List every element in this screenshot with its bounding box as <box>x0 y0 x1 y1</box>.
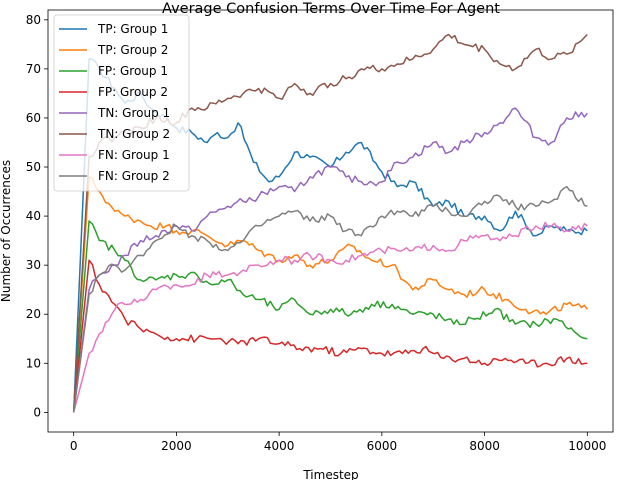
legend-label: TP: Group 2 <box>97 43 168 57</box>
series-line <box>72 259 588 413</box>
legend-label: TN: Group 2 <box>97 127 170 141</box>
legend-label: FN: Group 2 <box>98 169 170 183</box>
plot-frame <box>47 9 614 433</box>
x-tick-label: 0 <box>70 439 78 453</box>
legend-box <box>53 14 190 192</box>
series-line <box>72 221 588 413</box>
y-tick-label: 50 <box>26 160 41 174</box>
legend-label: FP: Group 2 <box>98 85 168 99</box>
legend: TP: Group 1 TP: Group 2 FP: Group 1 FP: Gro… <box>53 14 190 192</box>
y-tick-label: 0 <box>33 405 41 419</box>
y-tick-label: 30 <box>26 258 41 272</box>
x-axis-label: Timestep <box>302 468 358 480</box>
series-line <box>72 107 588 413</box>
series-line <box>72 220 588 413</box>
y-tick-label: 60 <box>26 111 41 125</box>
chart-title: Average Confusion Terms Over Time For Ag… <box>162 1 500 17</box>
x-tick-label: 10000 <box>568 439 606 453</box>
x-tick-label: 2000 <box>161 439 192 453</box>
x-tick-label: 8000 <box>469 439 500 453</box>
legend-label: FP: Group 1 <box>98 64 168 78</box>
legend-label: TP: Group 1 <box>97 22 168 36</box>
y-tick-label: 40 <box>26 209 41 223</box>
y-axis-ticks: 0 10 20 30 40 50 60 70 80 <box>26 13 48 419</box>
y-tick-label: 10 <box>26 356 41 370</box>
x-tick-label: 6000 <box>367 439 398 453</box>
series-line <box>72 176 588 413</box>
y-tick-label: 80 <box>26 13 41 27</box>
y-axis-label: Number of Occurrences <box>0 160 13 302</box>
x-tick-label: 4000 <box>264 439 295 453</box>
x-axis-ticks: 0 2000 4000 6000 8000 10000 <box>70 432 606 453</box>
legend-label: TN: Group 1 <box>97 106 170 120</box>
y-tick-label: 70 <box>26 62 41 76</box>
y-tick-label: 20 <box>26 307 41 321</box>
legend-label: FN: Group 1 <box>98 148 170 162</box>
series-line <box>72 185 588 413</box>
